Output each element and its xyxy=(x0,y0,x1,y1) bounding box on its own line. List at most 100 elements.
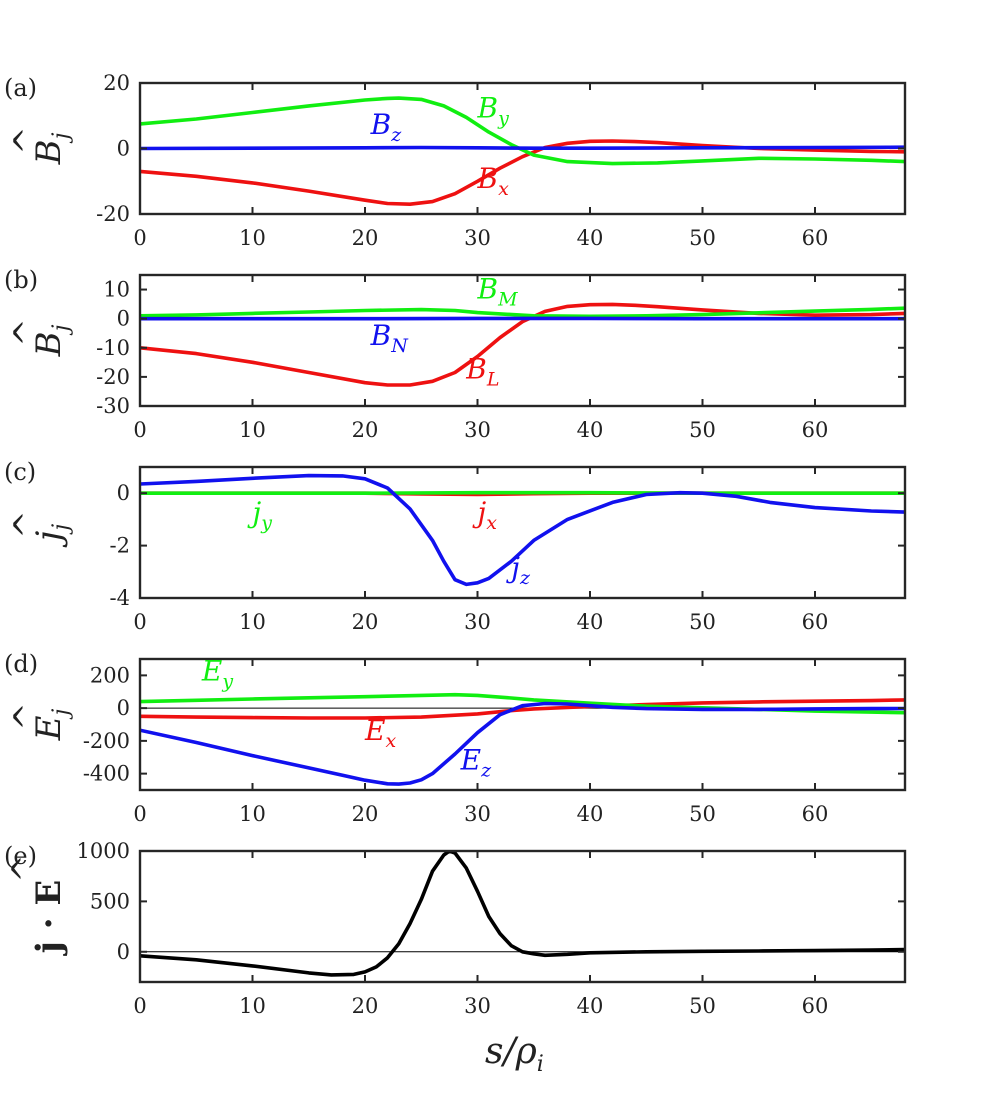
y-tick-label: 10 xyxy=(103,278,130,302)
y-axis-label-hat: ^ xyxy=(5,854,45,883)
x-tick-label: 10 xyxy=(239,226,266,250)
y-axis-label-hat: ^ xyxy=(7,510,47,539)
x-tick-label: 0 xyxy=(133,418,146,442)
series-annotation-ex: Ex xyxy=(364,714,396,752)
x-tick-label: 20 xyxy=(352,994,379,1018)
panel-4: 0 10 20 30 40 50 60 1000 500 0 (e) j · E^ xyxy=(4,839,907,1018)
series-annotation-bn: BN xyxy=(370,319,410,357)
y-axis-label: Bj xyxy=(29,132,74,165)
x-tick-label: 30 xyxy=(464,994,491,1018)
series-annotation-bx: Bx xyxy=(477,162,510,200)
annotation-main: B xyxy=(370,108,392,141)
x-tick-label: 0 xyxy=(133,610,146,634)
annotation-sub: y xyxy=(497,107,509,129)
axis-box xyxy=(138,465,907,600)
x-tick-label: 20 xyxy=(352,418,379,442)
x-tick-label: 30 xyxy=(464,610,491,634)
x-tick-label: 30 xyxy=(464,418,491,442)
series-annotation-ez: Ez xyxy=(460,744,492,782)
x-tick-label: 40 xyxy=(577,610,604,634)
y-axis-label-main: B xyxy=(29,331,69,357)
series-line-jy xyxy=(140,490,905,495)
x-tick-label: 0 xyxy=(133,802,146,826)
x-tick-label: 50 xyxy=(689,226,716,250)
panel-label: (e) xyxy=(4,842,37,870)
panel-label: (b) xyxy=(4,266,38,294)
series-line-bz xyxy=(140,145,905,151)
x-tick-label: 60 xyxy=(802,994,829,1018)
series-group xyxy=(140,851,905,977)
y-axis-label-hat: ^ xyxy=(7,702,47,731)
y-tick-label: -20 xyxy=(96,202,130,226)
y-axis-label-hat: ^ xyxy=(7,318,47,347)
series-line-jz xyxy=(140,473,905,587)
y-tick-label: -20 xyxy=(96,365,130,389)
x-axis-label: s/ρi xyxy=(485,1031,544,1077)
series-group xyxy=(140,473,905,587)
series-annotation-jx: jx xyxy=(472,496,498,534)
annotation-main: B xyxy=(465,352,487,385)
series-line-je xyxy=(140,851,905,977)
annotation-main: B xyxy=(370,319,392,352)
y-tick-label: 20 xyxy=(103,71,130,95)
series-annotation-bm: BM xyxy=(477,272,519,310)
series-annotation-jy: jy xyxy=(247,496,273,534)
series-line-by xyxy=(140,96,905,166)
x-tick-label: 40 xyxy=(577,802,604,826)
x-tick-label: 30 xyxy=(464,226,491,250)
annotation-sub: M xyxy=(497,288,518,310)
y-axis-label-main: E xyxy=(29,715,69,741)
series-line-bl xyxy=(140,302,905,387)
axis-box xyxy=(138,657,907,792)
annotation-main: B xyxy=(477,162,499,195)
annotation-main: j xyxy=(472,496,487,529)
annotation-sub: x xyxy=(486,512,497,534)
y-tick-label: 0 xyxy=(117,940,130,964)
x-tick-label: 40 xyxy=(577,994,604,1018)
y-tick-label: 0 xyxy=(117,481,130,505)
x-tick-label: 50 xyxy=(689,994,716,1018)
annotation-main: j xyxy=(247,496,262,529)
series-line-ex xyxy=(140,698,905,720)
y-tick-label: -10 xyxy=(96,336,130,360)
panel-label: (c) xyxy=(4,458,36,486)
axis-box xyxy=(138,849,907,984)
annotation-sub: z xyxy=(480,760,492,782)
x-tick-label: 50 xyxy=(689,610,716,634)
series-line-bm xyxy=(140,306,905,319)
x-tick-label: 60 xyxy=(802,802,829,826)
y-tick-label: -400 xyxy=(83,762,130,786)
series-group xyxy=(140,96,905,206)
annotation-sub: y xyxy=(260,512,272,534)
axis-box xyxy=(138,273,907,408)
series-annotation-by: By xyxy=(477,91,510,129)
y-axis-label: j · E xyxy=(29,880,69,957)
annotation-sub: z xyxy=(519,567,531,589)
series-group xyxy=(140,302,905,387)
annotation-main: E xyxy=(460,744,481,777)
y-tick-label: -4 xyxy=(110,586,130,610)
annotation-sub: z xyxy=(390,124,402,146)
x-tick-label: 40 xyxy=(577,418,604,442)
series-annotation-jz: jz xyxy=(505,551,531,589)
x-tick-label: 50 xyxy=(689,802,716,826)
x-tick-label: 0 xyxy=(133,994,146,1018)
y-tick-label: 200 xyxy=(90,663,130,687)
series-group xyxy=(140,692,905,786)
x-tick-label: 20 xyxy=(352,226,379,250)
y-axis-label-main: j · E xyxy=(29,880,69,957)
x-tick-label: 60 xyxy=(802,610,829,634)
panel-label: (a) xyxy=(4,74,37,102)
annotation-sub: L xyxy=(486,368,500,390)
x-tick-label: 20 xyxy=(352,610,379,634)
x-tick-label: 40 xyxy=(577,226,604,250)
annotation-sub: N xyxy=(390,335,409,357)
y-tick-label: 0 xyxy=(117,137,130,161)
y-tick-label: 0 xyxy=(117,307,130,331)
